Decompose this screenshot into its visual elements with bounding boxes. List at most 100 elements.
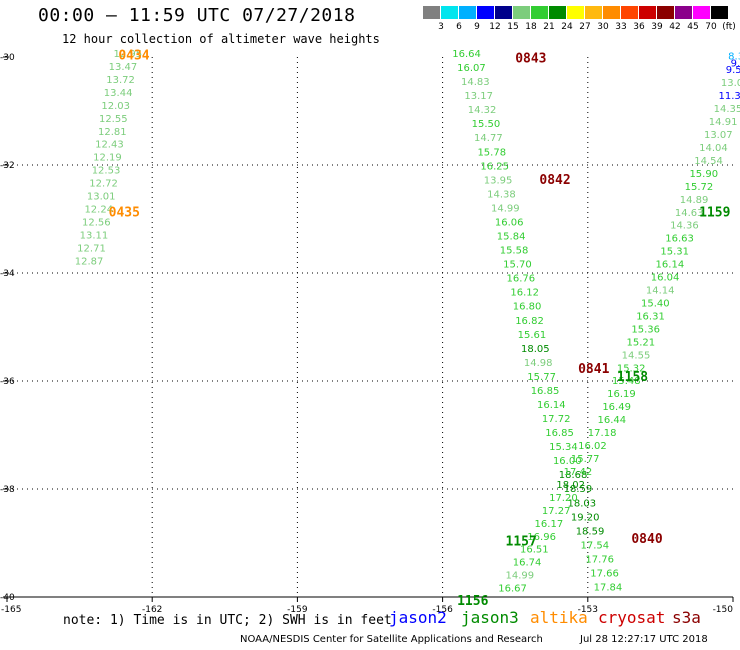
satellite-legend-jason2: jason2 [389, 608, 447, 627]
swh-value-label: 11.38 [718, 91, 740, 102]
x-tick-label: -162 [142, 605, 162, 615]
generated-timestamp: Jul 28 12:27:17 UTC 2018 [580, 634, 708, 645]
color-swatch [639, 6, 656, 19]
swh-value-label: 16.25 [480, 161, 509, 172]
color-scale-label: 24 [561, 22, 573, 32]
swh-value-label: 14.54 [694, 156, 723, 167]
satellite-legend-cryosat: cryosat [598, 608, 666, 627]
swh-value-label: 16.14 [656, 260, 685, 271]
swh-value-label: 15.36 [631, 324, 660, 335]
swh-value-label: 12.43 [95, 140, 124, 151]
swh-value-label: 13.11 [80, 230, 109, 241]
swh-value-label: 13.07 [704, 130, 733, 141]
swh-value-label: 15.40 [641, 298, 670, 309]
color-swatch [675, 6, 692, 19]
color-swatch [495, 6, 512, 19]
color-scale-label: 9 [474, 22, 480, 32]
x-tick-label: -153 [578, 605, 598, 615]
credit-line: NOAA/NESDIS Center for Satellite Applica… [240, 634, 543, 645]
swh-value-label: 14.04 [699, 143, 728, 154]
swh-value-label: 15.50 [472, 119, 501, 130]
swh-value-label: 18.02 [556, 480, 585, 491]
swh-value-label: 13.01 [87, 192, 116, 203]
color-swatch [711, 6, 728, 19]
swh-value-label: 13.44 [104, 88, 133, 99]
swh-value-label: 17.27 [542, 506, 571, 517]
swh-value-label: 14.63 [675, 208, 704, 219]
swh-value-label: 12.56 [82, 217, 111, 228]
swh-value-label: 13.47 [109, 62, 138, 73]
color-swatch [567, 6, 584, 19]
swh-value-label: 12.71 [77, 243, 106, 254]
swh-value-label: 16.80 [513, 302, 542, 313]
color-swatch [477, 6, 494, 19]
swh-value-label: 14.91 [709, 117, 738, 128]
swh-value-label: 14.77 [474, 133, 503, 144]
swh-value-label: 15.34 [549, 442, 578, 453]
swh-value-label: 13.17 [464, 91, 493, 102]
swh-value-label: 14.83 [461, 77, 490, 88]
swh-value-label: 16.02 [578, 441, 607, 452]
swh-value-label: 16.96 [527, 532, 556, 543]
swh-value-label: 12.19 [93, 153, 122, 164]
swh-value-label: 16.64 [452, 49, 481, 60]
swh-value-label: 13.0 [721, 78, 740, 89]
swh-value-label: 16.17 [535, 519, 564, 530]
swh-value-label: 16.67 [498, 584, 527, 595]
swh-value-label: 16.74 [513, 558, 542, 569]
swh-value-label: 16.00 [553, 456, 582, 467]
y-tick-label: -40 [0, 593, 15, 603]
color-swatch [603, 6, 620, 19]
track-time-label: 1156 [457, 594, 488, 609]
swh-value-label: 13.95 [484, 175, 513, 186]
swh-value-label: 15.32 [617, 363, 646, 374]
track-time-label: 0434 [118, 49, 149, 64]
color-scale-label: 70 [705, 22, 717, 32]
swh-value-label: 17.76 [585, 554, 614, 565]
swh-value-label: 14.55 [622, 350, 651, 361]
y-tick-label: -36 [0, 377, 15, 387]
swh-value-label: 17.20 [549, 493, 578, 504]
swh-value-label: 16.07 [457, 63, 486, 74]
swh-value-label: 16.63 [665, 234, 694, 245]
color-swatch [513, 6, 530, 19]
swh-value-label: 16.76 [506, 274, 535, 285]
track-time-label: 0843 [515, 51, 546, 66]
track-time-label: 1159 [699, 205, 730, 220]
color-swatch [531, 6, 548, 19]
swh-value-label: 15.78 [477, 147, 506, 158]
swh-value-label: 12.53 [92, 166, 121, 177]
color-swatch [585, 6, 602, 19]
color-swatch [549, 6, 566, 19]
swh-value-label: 12.03 [101, 101, 130, 112]
swh-value-label: 9.09 [731, 59, 740, 70]
swh-value-label: 15.58 [500, 246, 529, 257]
swh-value-label: 14.98 [524, 358, 553, 369]
color-swatch [621, 6, 638, 19]
swh-value-label: 12.72 [89, 179, 118, 190]
swh-value-label: 18.05 [521, 344, 550, 355]
swh-value-label: 12.24 [84, 205, 113, 216]
y-tick-label: -30 [0, 53, 15, 63]
satellite-legend-altika: altika [530, 608, 588, 627]
color-scale-label: 42 [669, 22, 681, 32]
page-subtitle: 12 hour collection of altimeter wave hei… [62, 32, 380, 46]
swh-value-label: 18.59 [564, 484, 593, 495]
swh-value-label: 9.58 [726, 65, 740, 76]
color-swatch [657, 6, 674, 19]
color-scale-label: 21 [543, 22, 555, 32]
swh-value-label: 14.99 [506, 571, 535, 582]
swh-value-label: 16.51 [520, 545, 549, 556]
color-scale-label: 30 [597, 22, 609, 32]
swh-value-label: 16.19 [607, 389, 636, 400]
color-scale-label: 3 [438, 22, 444, 32]
y-tick-label: -34 [0, 269, 15, 279]
footer-note: note: 1) Time is in UTC; 2) SWH is in fe… [63, 613, 392, 628]
x-tick-label: -156 [432, 605, 453, 615]
swh-value-label: 16.04 [651, 273, 680, 284]
swh-value-label: 16.12 [510, 288, 539, 299]
swh-value-label: 17.18 [588, 428, 617, 439]
swh-value-label: 15.90 [689, 169, 718, 180]
swh-value-label: 17.66 [590, 568, 619, 579]
